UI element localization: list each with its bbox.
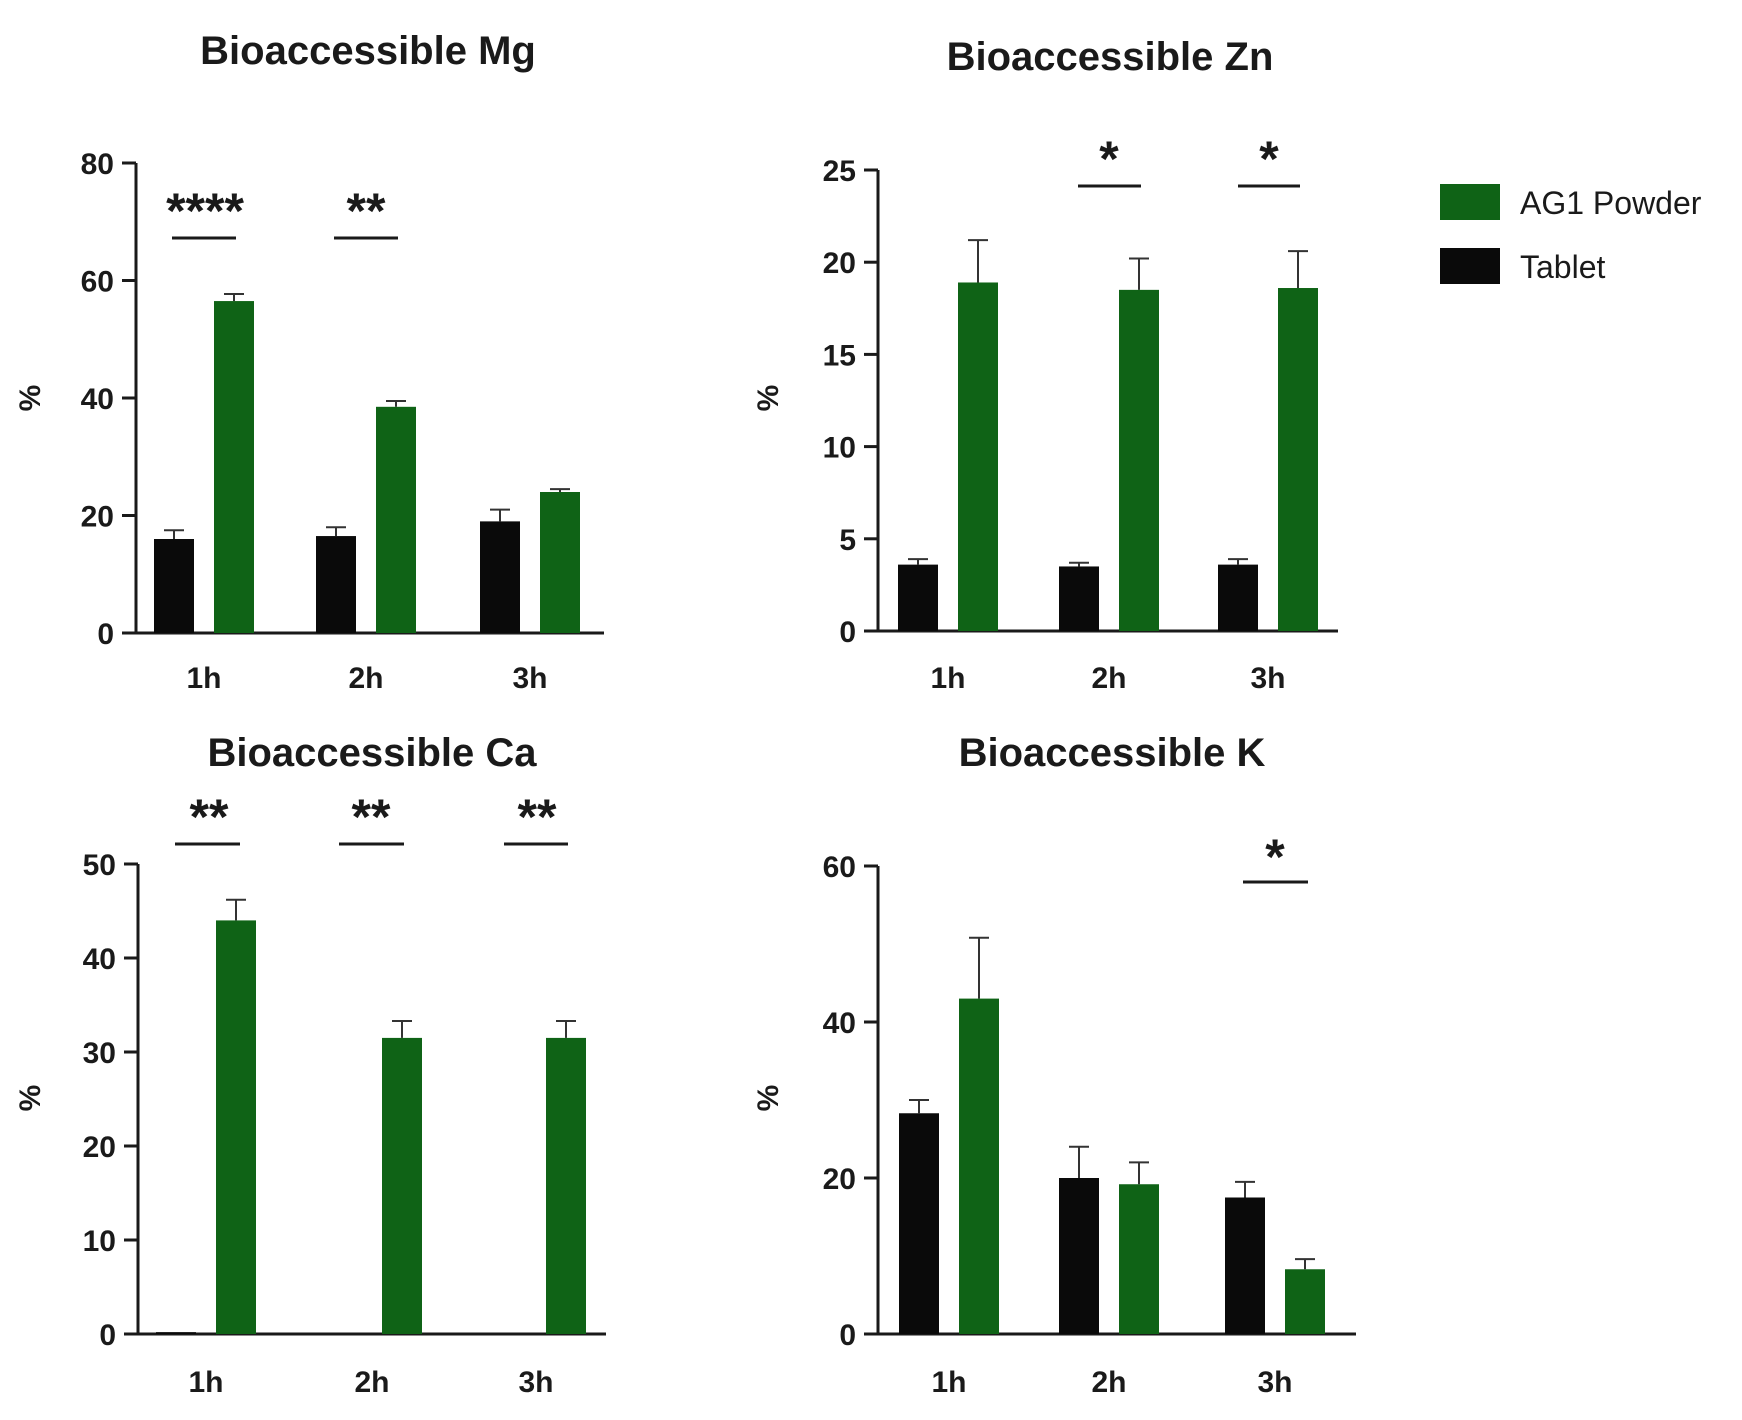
y-tick-label: 50	[83, 849, 116, 882]
y-tick-label: 80	[81, 148, 114, 181]
bar-ag1-powder	[214, 301, 254, 633]
significance-marker: *	[1099, 131, 1119, 187]
x-tick-label: 1h	[186, 662, 221, 695]
y-tick-label: 40	[81, 383, 114, 416]
legend-label-tablet: Tablet	[1520, 249, 1606, 285]
legend-label-ag1-powder: AG1 Powder	[1520, 185, 1702, 221]
bar-ag1-powder	[540, 492, 580, 633]
bar-ag1-powder	[546, 1037, 586, 1334]
x-tick-label: 2h	[1091, 1366, 1126, 1399]
y-tick-label: 0	[839, 616, 856, 649]
x-tick-label: 3h	[512, 662, 547, 695]
bar-ag1-powder	[959, 998, 999, 1334]
y-axis-label: %	[752, 1085, 785, 1112]
bar-tablet	[154, 539, 194, 633]
x-tick-label: 2h	[354, 1366, 389, 1399]
legend: AG1 Powder Tablet	[1440, 184, 1702, 285]
bar-tablet	[1218, 564, 1258, 631]
x-tick-label: 3h	[518, 1366, 553, 1399]
x-tick-label: 3h	[1250, 662, 1285, 695]
significance-marker: **	[518, 789, 557, 845]
y-tick-label: 25	[823, 155, 856, 188]
x-tick-label: 3h	[1257, 1366, 1292, 1399]
x-tick-label: 1h	[930, 662, 965, 695]
bar-tablet	[316, 536, 356, 633]
x-tick-label: 2h	[348, 662, 383, 695]
y-tick-label: 20	[83, 1131, 116, 1164]
panel-k: Bioaccessible K % 0 20 40 60 1h 2h 3h *	[752, 731, 1356, 1399]
significance-marker: ****	[166, 183, 244, 239]
y-tick-label: 40	[823, 1007, 856, 1040]
y-ticks: 0 20 40 60 80	[81, 148, 136, 651]
chart-title: Bioaccessible K	[959, 731, 1266, 775]
significance-marker: *	[1265, 829, 1285, 885]
bars	[156, 898, 586, 1334]
chart-title: Bioaccessible Zn	[947, 35, 1274, 79]
y-tick-label: 15	[823, 339, 856, 372]
panel-mg: Bioaccessible Mg % 0 20 40 60 80 1h 2h 3h **…	[14, 29, 604, 695]
bar-ag1-powder	[1278, 288, 1318, 631]
bar-tablet	[899, 1113, 939, 1334]
x-tick-label: 1h	[188, 1366, 223, 1399]
bar-ag1-powder	[1119, 289, 1159, 631]
bar-ag1-powder	[376, 406, 416, 633]
bar-tablet	[1059, 566, 1099, 631]
y-tick-label: 30	[83, 1037, 116, 1070]
significance-marker: **	[352, 789, 391, 845]
chart-title: Bioaccessible Mg	[200, 29, 536, 73]
y-tick-label: 60	[81, 266, 114, 299]
bar-tablet	[156, 1332, 196, 1334]
legend-swatch-tablet	[1440, 248, 1500, 284]
bar-ag1-powder	[958, 282, 998, 631]
y-ticks: 0 20 40 60	[823, 851, 878, 1352]
chart-title: Bioaccessible Ca	[207, 731, 537, 775]
y-tick-label: 0	[97, 618, 114, 651]
y-tick-label: 40	[83, 943, 116, 976]
bar-ag1-powder	[382, 1037, 422, 1334]
panel-zn: Bioaccessible Zn % 0 5 10 15 20 25 1h 2h 3h *…	[752, 35, 1338, 695]
y-tick-label: 20	[823, 247, 856, 280]
bar-tablet	[1225, 1197, 1265, 1334]
bars	[899, 936, 1325, 1334]
x-tick-label: 2h	[1091, 662, 1126, 695]
y-axis-label: %	[752, 385, 785, 412]
y-axis-label: %	[14, 1085, 47, 1112]
y-ticks: 0 10 20 30 40 50	[83, 849, 138, 1352]
x-tick-label: 1h	[931, 1366, 966, 1399]
bar-tablet	[480, 521, 520, 633]
y-ticks: 0 5 10 15 20 25	[823, 155, 878, 649]
y-tick-label: 20	[823, 1163, 856, 1196]
y-tick-label: 60	[823, 851, 856, 884]
significance-marker: *	[1259, 131, 1279, 187]
y-tick-label: 10	[83, 1225, 116, 1258]
bar-tablet	[898, 564, 938, 631]
y-tick-label: 10	[823, 432, 856, 465]
legend-swatch-ag1-powder	[1440, 184, 1500, 220]
y-tick-label: 0	[99, 1319, 116, 1352]
bars	[898, 239, 1318, 631]
bars	[154, 293, 580, 633]
y-axis-label: %	[14, 385, 47, 412]
y-tick-label: 0	[839, 1319, 856, 1352]
significance-marker: **	[190, 789, 229, 845]
bar-ag1-powder	[1119, 1184, 1159, 1334]
bar-tablet	[1059, 1178, 1099, 1334]
y-tick-label: 5	[839, 524, 856, 557]
significance-marker: **	[347, 183, 386, 239]
bar-ag1-powder	[1285, 1269, 1325, 1334]
y-tick-label: 20	[81, 501, 114, 534]
bar-ag1-powder	[216, 920, 256, 1334]
